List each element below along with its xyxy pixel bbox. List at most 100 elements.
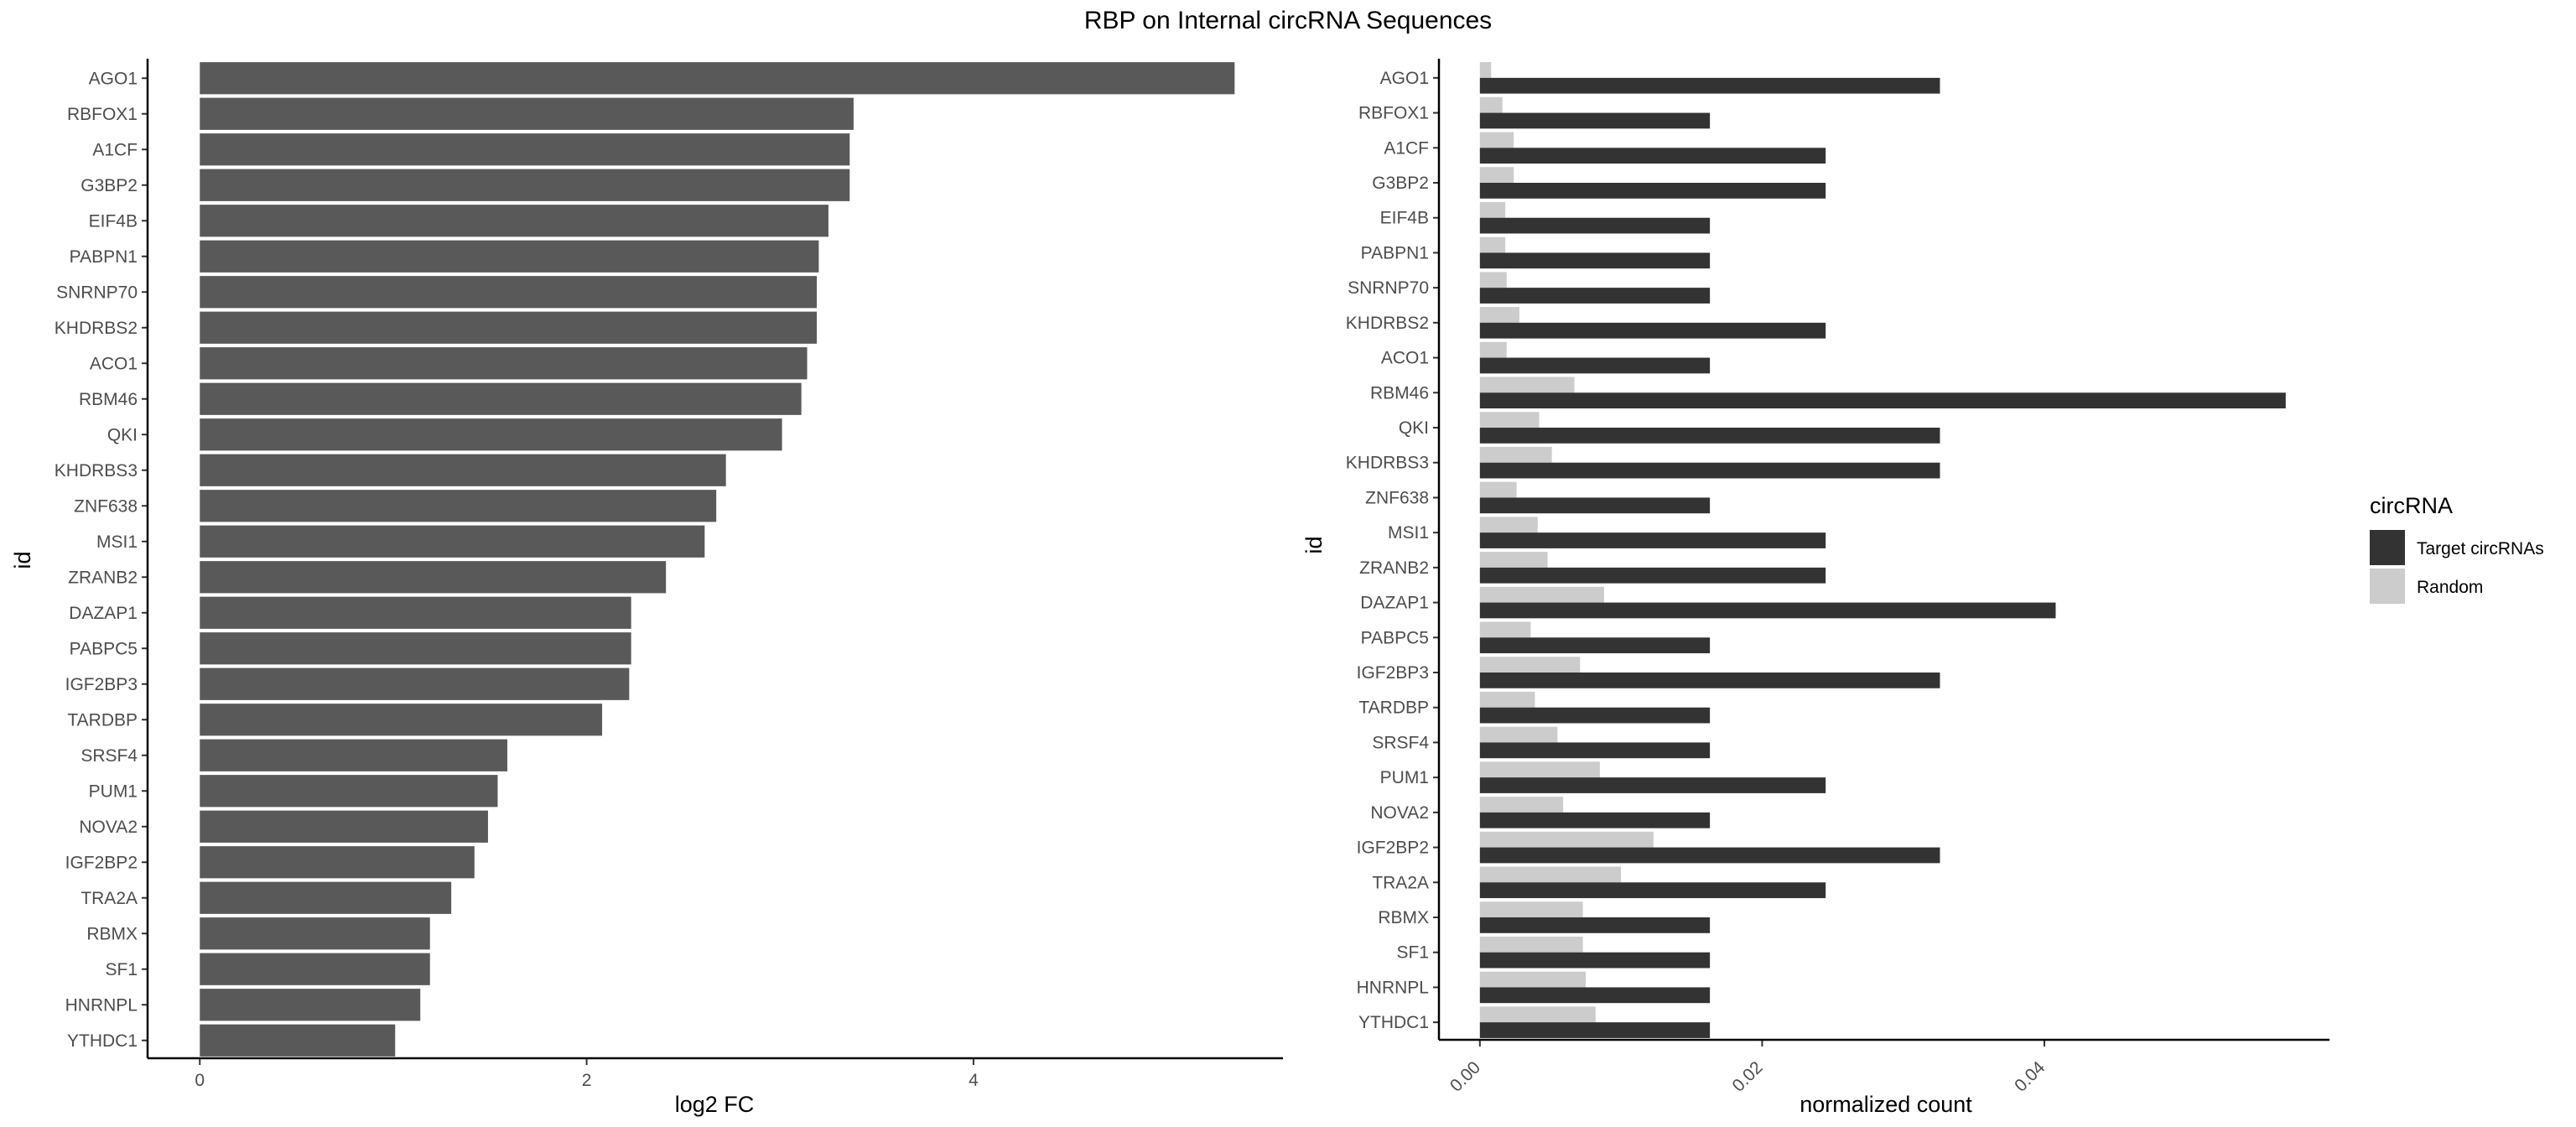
bar-khdrbs2 xyxy=(200,311,818,344)
y-tick-label: HNRNPL xyxy=(1357,978,1429,997)
bar-dazap1 xyxy=(200,596,631,629)
bar-random-rbm46 xyxy=(1479,377,1575,393)
x-tick-label: 4 xyxy=(969,1071,979,1090)
y-tick-label: SF1 xyxy=(105,960,138,979)
y-tick-label: YTHDC1 xyxy=(67,1031,138,1051)
bar-ago1 xyxy=(200,62,1235,95)
bar-target-znf638 xyxy=(1479,497,1711,514)
x-tick-label: 0.00 xyxy=(1446,1058,1484,1096)
bar-rbfox1 xyxy=(200,97,854,130)
bar-rbm46 xyxy=(200,382,802,415)
right-bars xyxy=(1479,62,2286,1038)
bar-random-igf2bp3 xyxy=(1479,657,1581,673)
bar-random-pum1 xyxy=(1479,761,1600,778)
bar-target-hnrnpl xyxy=(1479,987,1711,1004)
bar-g3bp2 xyxy=(200,169,850,201)
y-tick-label: RBMX xyxy=(1378,908,1429,927)
bar-pabpc5 xyxy=(200,632,631,665)
bar-target-ythdc1 xyxy=(1479,1022,1711,1038)
y-tick-label: IGF2BP3 xyxy=(65,675,138,694)
y-tick-label: ZRANB2 xyxy=(68,568,138,587)
y-tick-label: RBM46 xyxy=(79,390,138,409)
right-x-tick-labels: 0.00 0.02 0.04 xyxy=(1446,1040,2049,1096)
y-tick-label: SRSF4 xyxy=(1372,733,1429,752)
y-tick-label: DAZAP1 xyxy=(1360,594,1429,613)
y-tick-label: SNRNP70 xyxy=(1348,278,1429,298)
bar-target-nova2 xyxy=(1479,812,1711,828)
y-tick-label: NOVA2 xyxy=(1370,803,1429,823)
bar-random-znf638 xyxy=(1479,481,1517,498)
y-tick-label: KHDRBS3 xyxy=(55,461,138,480)
legend-swatch-target-circrnas xyxy=(2370,530,2405,565)
y-tick-label: EIF4B xyxy=(89,211,138,231)
right-y-axis-label: id xyxy=(1301,536,1327,553)
y-tick-label: G3BP2 xyxy=(80,176,138,195)
bar-random-pabpn1 xyxy=(1479,236,1506,253)
bar-target-sf1 xyxy=(1479,952,1711,969)
bar-snrnp70 xyxy=(200,276,818,309)
legend-swatch-random xyxy=(2370,569,2405,604)
bar-random-a1cf xyxy=(1479,132,1514,148)
legend-title: circRNA xyxy=(2370,493,2453,518)
bar-khdrbs3 xyxy=(200,454,726,486)
bar-target-rbmx xyxy=(1479,917,1711,933)
y-tick-label: PABPN1 xyxy=(1361,243,1429,262)
bar-msi1 xyxy=(200,525,705,558)
legend-items: Target circRNAs Random xyxy=(2370,530,2544,604)
y-tick-label: EIF4B xyxy=(1380,209,1429,228)
y-tick-label: PABPC5 xyxy=(1361,628,1429,647)
bar-tra2a xyxy=(200,881,452,914)
y-tick-label: TARDBP xyxy=(1358,699,1429,718)
y-tick-label: NOVA2 xyxy=(79,818,138,837)
bar-qki xyxy=(200,418,782,451)
legend-label-target-circrnas: Target circRNAs xyxy=(2417,539,2544,558)
bar-target-snrnp70 xyxy=(1479,288,1711,304)
bar-sf1 xyxy=(200,953,430,985)
bar-random-ago1 xyxy=(1479,62,1492,78)
bar-random-tra2a xyxy=(1479,866,1622,883)
bar-random-sf1 xyxy=(1479,936,1583,953)
y-tick-label: ACO1 xyxy=(1381,349,1429,368)
bar-random-eif4b xyxy=(1479,201,1506,218)
legend: circRNA Target circRNAs Random xyxy=(2370,493,2544,604)
bar-random-igf2bp2 xyxy=(1479,831,1654,848)
left-x-tick-labels: 0 2 4 xyxy=(195,1058,979,1090)
y-tick-label: MSI1 xyxy=(96,532,138,552)
bar-target-rbm46 xyxy=(1479,392,2286,409)
bar-eif4b xyxy=(200,205,828,237)
x-tick-label: 0.02 xyxy=(1729,1058,1767,1096)
y-tick-label: RBMX xyxy=(86,924,138,943)
left-panel: AGO1 RBFOX1 A1CF G3BP2 EIF4B PABPN1 SNRNP70 KHD… xyxy=(10,59,1283,1117)
bar-aco1 xyxy=(200,347,808,380)
figure-title: RBP on Internal circRNA Sequences xyxy=(1084,7,1492,34)
y-tick-label: SRSF4 xyxy=(80,746,138,766)
bar-random-msi1 xyxy=(1479,517,1538,533)
bar-target-khdrbs2 xyxy=(1479,322,1826,339)
bar-target-tardbp xyxy=(1479,707,1711,724)
left-bars xyxy=(200,62,1235,1057)
y-tick-label: PUM1 xyxy=(89,782,138,801)
y-tick-label: TRA2A xyxy=(80,889,138,908)
bar-target-igf2bp2 xyxy=(1479,847,1940,864)
bar-target-dazap1 xyxy=(1479,602,2056,619)
bar-znf638 xyxy=(200,490,717,522)
bar-target-khdrbs3 xyxy=(1479,462,1940,479)
y-tick-label: ACO1 xyxy=(90,354,138,373)
bar-random-rbmx xyxy=(1479,901,1583,917)
y-tick-label: KHDRBS3 xyxy=(1346,454,1429,473)
bar-random-g3bp2 xyxy=(1479,167,1514,183)
bar-target-eif4b xyxy=(1479,217,1711,234)
y-tick-label: ZNF638 xyxy=(74,496,138,516)
y-tick-label: A1CF xyxy=(92,140,138,159)
bar-tardbp xyxy=(200,704,603,736)
y-tick-label: TRA2A xyxy=(1372,873,1429,892)
bar-target-zranb2 xyxy=(1479,567,1826,584)
bar-target-ago1 xyxy=(1479,77,1940,94)
x-tick-label: 0.04 xyxy=(2011,1057,2049,1095)
y-tick-label: A1CF xyxy=(1384,138,1429,158)
x-tick-label: 2 xyxy=(582,1071,592,1090)
y-tick-label: QKI xyxy=(107,425,138,444)
bar-a1cf xyxy=(200,133,850,166)
bar-target-a1cf xyxy=(1479,148,1826,164)
